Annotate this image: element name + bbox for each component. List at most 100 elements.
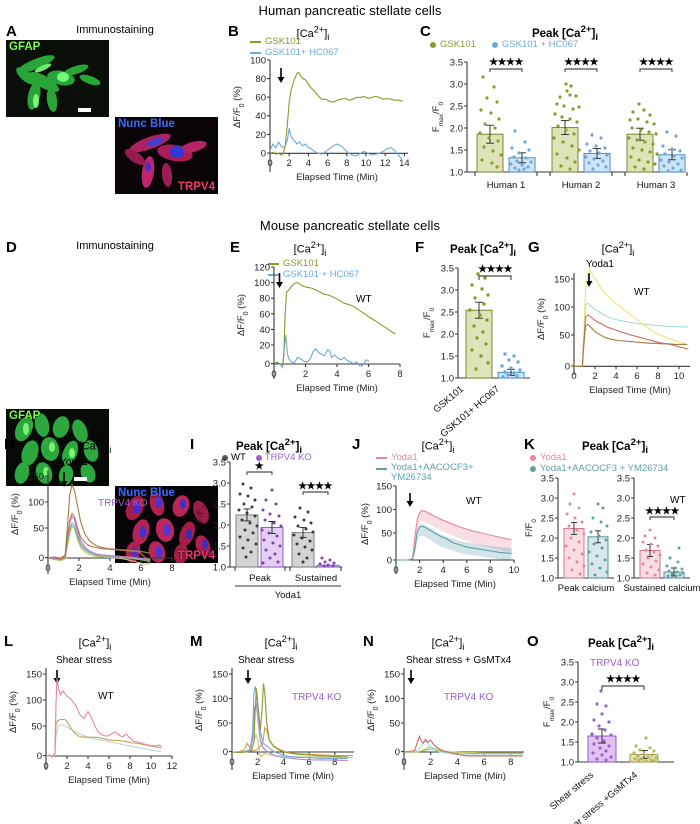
svg-text:2.0: 2.0 bbox=[213, 521, 226, 532]
trace-gsk101-e bbox=[273, 282, 396, 367]
svg-text:1.0: 1.0 bbox=[617, 574, 630, 585]
legend-swatch-yoda1-j bbox=[376, 456, 387, 459]
panel-letter-g: G bbox=[528, 239, 540, 256]
cat-label-k-sustained: Sustained calcium bbox=[623, 583, 700, 594]
svg-text:3.5: 3.5 bbox=[541, 474, 554, 485]
svg-text:1.5: 1.5 bbox=[450, 146, 463, 157]
panel-k-chart: 3.5 3.0 2.5 2.0 1.5 1.0 F/F0 bbox=[524, 474, 700, 595]
panel-letter-j: J bbox=[352, 436, 361, 453]
panel-m-ylabel: ΔF/F0 (%) bbox=[194, 689, 208, 731]
svg-text:12: 12 bbox=[380, 158, 391, 169]
svg-text:3.0: 3.0 bbox=[617, 494, 630, 505]
svg-text:100: 100 bbox=[212, 694, 228, 705]
svg-text:100: 100 bbox=[26, 696, 42, 707]
legend-label-hc067-e: GSK101 + HC067 bbox=[283, 269, 360, 280]
svg-text:40: 40 bbox=[255, 111, 266, 122]
cat-label-human3: Human 3 bbox=[637, 180, 676, 191]
svg-text:50: 50 bbox=[381, 529, 392, 540]
arrow-stimulus-e bbox=[276, 273, 283, 288]
panel-letter-a: A bbox=[6, 23, 17, 40]
svg-text:2.0: 2.0 bbox=[441, 330, 454, 341]
svg-text:50: 50 bbox=[389, 719, 400, 730]
svg-text:10: 10 bbox=[361, 158, 372, 169]
svg-text:60: 60 bbox=[255, 93, 266, 104]
panel-o-ylabel: Fmax/F0 bbox=[542, 697, 556, 728]
panel-letter-b: B bbox=[228, 23, 239, 40]
sig-human2: ★★★★ bbox=[564, 57, 598, 68]
svg-text:2: 2 bbox=[76, 563, 81, 574]
micrograph-gfap-mouse: GFAP bbox=[6, 409, 109, 486]
trace-h-cell1 bbox=[47, 482, 151, 559]
svg-text:3.5: 3.5 bbox=[441, 264, 454, 275]
panel-n-ylabel: ΔF/F0 (%) bbox=[366, 689, 380, 731]
svg-text:6: 6 bbox=[106, 761, 111, 772]
svg-text:1.0: 1.0 bbox=[541, 574, 554, 585]
panel-l-ylabel: ΔF/F0 (%) bbox=[8, 691, 22, 733]
panel-m-stimulus: Shear stress bbox=[238, 655, 294, 666]
trace-g-cell1 bbox=[574, 269, 688, 367]
group-label-i: Yoda1 bbox=[275, 590, 302, 601]
panel-h-xlabel: Elapsed Time (Min) bbox=[69, 577, 151, 588]
label-trpv4-mouse: TRPV4 bbox=[177, 550, 215, 562]
scale-bar bbox=[78, 108, 91, 112]
legend-label-wt-i: WT bbox=[231, 452, 246, 463]
svg-text:2.5: 2.5 bbox=[441, 308, 454, 319]
svg-text:2: 2 bbox=[592, 371, 597, 382]
svg-text:12: 12 bbox=[167, 761, 178, 772]
svg-text:8: 8 bbox=[397, 369, 402, 380]
trace-n-cell2 bbox=[404, 740, 523, 756]
arrow-stimulus-h bbox=[60, 472, 68, 487]
cat-label-i-peak: Peak bbox=[249, 573, 271, 584]
sig-bracket-human1 bbox=[489, 68, 523, 72]
svg-text:3.0: 3.0 bbox=[450, 80, 463, 91]
panel-g-xlabel: Elapsed Time (Min) bbox=[589, 385, 671, 396]
panel-e-chart: 120 100 80 60 40 20 0 0 2 4 6 8 Elapsed Time (Mi… bbox=[236, 263, 403, 395]
trace-g-cell4 bbox=[574, 323, 688, 367]
panel-n-stimulus: Shear stress + GsMTx4 bbox=[406, 655, 512, 666]
label-trpv4: TRPV4 bbox=[177, 181, 215, 193]
cat-label-human1: Human 1 bbox=[487, 180, 526, 191]
panel-h-stimulus: Yoda1 bbox=[60, 457, 88, 468]
cat-label-k-peak: Peak calcium bbox=[558, 583, 615, 594]
scale-bar-mouse bbox=[74, 477, 87, 481]
svg-text:6: 6 bbox=[366, 369, 371, 380]
svg-text:40: 40 bbox=[259, 325, 270, 336]
panel-j-ylabel: ΔF/F0 (%) bbox=[360, 503, 374, 545]
panel-letter-l: L bbox=[4, 633, 14, 650]
svg-text:10: 10 bbox=[146, 761, 157, 772]
legend-swatch-gsk101-e bbox=[268, 262, 279, 265]
svg-text:50: 50 bbox=[31, 722, 42, 733]
legend-dot-inhib-k bbox=[530, 465, 536, 472]
svg-text:0: 0 bbox=[229, 757, 234, 768]
svg-text:2.0: 2.0 bbox=[617, 534, 630, 545]
trace-gsk101-b bbox=[269, 71, 403, 156]
svg-text:6: 6 bbox=[634, 371, 639, 382]
label-nunc-blue-mouse: Nunc Blue bbox=[118, 487, 175, 499]
svg-text:3.0: 3.0 bbox=[213, 479, 226, 490]
panel-j-annotation: WT bbox=[466, 496, 482, 507]
sig-panel-f: ★★★★ bbox=[478, 264, 512, 275]
svg-text:0: 0 bbox=[393, 565, 398, 576]
svg-text:6: 6 bbox=[138, 563, 143, 574]
svg-text:0: 0 bbox=[45, 563, 50, 574]
ca-title-b: [Ca2+]i bbox=[296, 24, 330, 42]
gfap-human-image bbox=[6, 40, 109, 117]
panel-m-xlabel: Elapsed Time (Min) bbox=[252, 771, 334, 782]
panel-l-title: [Ca2+]i bbox=[78, 634, 112, 652]
svg-text:8: 8 bbox=[169, 563, 174, 574]
svg-text:100: 100 bbox=[376, 505, 392, 516]
panel-m-chart: 150 100 50 0 0 2 4 6 8 Elapsed Time (Min) ΔF/F0… bbox=[194, 655, 354, 782]
trace-yoda1-j bbox=[396, 509, 512, 561]
svg-text:2.5: 2.5 bbox=[561, 698, 574, 709]
bar-group-human1: ★★★★ Human 1 bbox=[474, 57, 538, 191]
cat-label-f-0: GSK101 bbox=[431, 384, 466, 416]
panel-d-title: Immunostaining bbox=[76, 240, 154, 252]
bar-group-human2: ★★★★ Human 2 bbox=[549, 57, 613, 191]
label-gfap: GFAP bbox=[9, 41, 41, 53]
micrograph-gfap-human: GFAP bbox=[6, 40, 109, 117]
legend-label-inhib-j: Yoda1+AACOCF3+ YM26734 bbox=[391, 462, 474, 483]
panel-letter-h: H bbox=[4, 436, 15, 453]
legend-dot-wt-i bbox=[222, 454, 228, 461]
legend-dot-ko-i bbox=[255, 454, 262, 461]
svg-text:100: 100 bbox=[28, 498, 44, 509]
